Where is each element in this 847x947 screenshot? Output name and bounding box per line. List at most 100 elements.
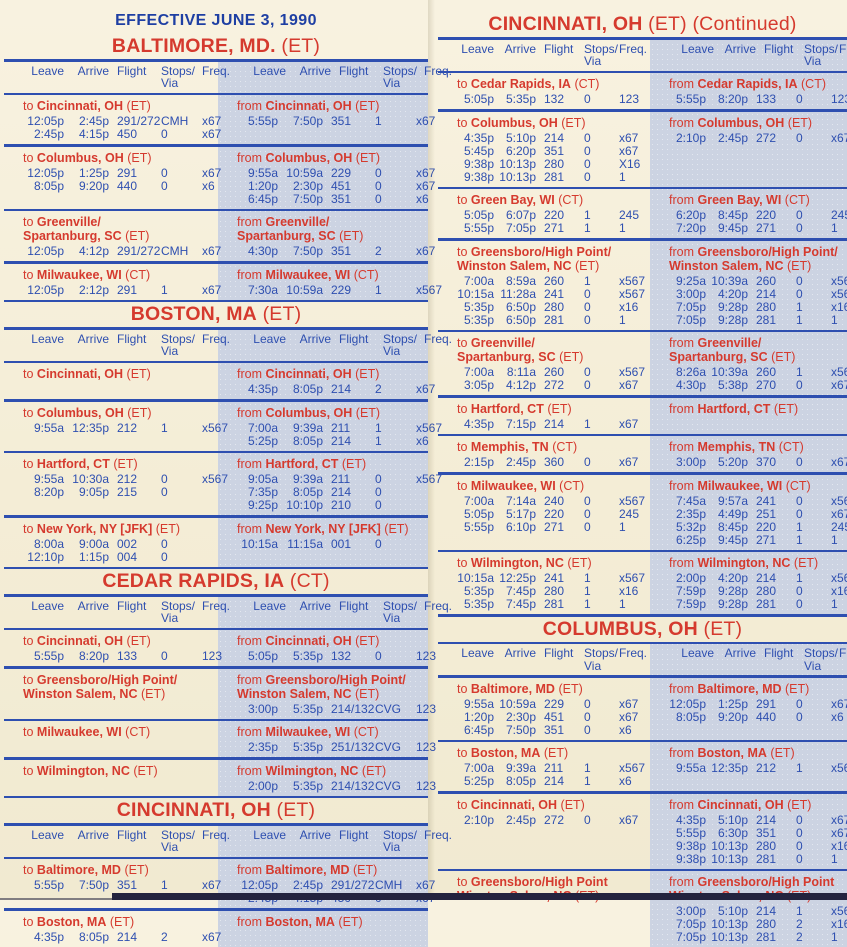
section-timezone: (ET) — [263, 303, 302, 325]
flight-number: 251/132 — [323, 741, 369, 754]
direction-label: to — [23, 99, 33, 113]
route-label: from Cincinnati, OH (ET) — [218, 365, 428, 382]
arrive-time: 4:12p — [64, 245, 109, 258]
flight-number: 281 — [748, 853, 790, 866]
stops-via: 0 — [790, 275, 822, 288]
flight-number: 002 — [109, 538, 155, 551]
header-cell-flight: Flight — [536, 647, 578, 672]
route-city: Cedar Rapids, IA — [471, 77, 571, 91]
route-city: Columbus, OH — [265, 151, 352, 165]
divider-rule — [4, 567, 428, 570]
route-city: Milwaukee, WI — [697, 479, 782, 493]
route-timezone: (ET) — [156, 522, 180, 536]
arrive-time: 7:45p — [494, 598, 536, 611]
stops-via: 0 — [790, 209, 822, 222]
flight-number: 240 — [536, 495, 578, 508]
stops-via: 0 — [578, 366, 610, 379]
direction-label: to — [457, 402, 467, 416]
leave-time: 8:00a — [12, 538, 64, 551]
flight-number: 281 — [536, 171, 578, 184]
header-cell-stops-via: Stops/Via — [578, 647, 610, 672]
arrive-time: 7:50p — [64, 879, 109, 892]
route-timezone: (ET) — [774, 402, 798, 416]
route-to-cell: to Wilmington, NC (ET) — [4, 762, 218, 793]
arrive-time: 2:12p — [64, 284, 109, 297]
direction-label: from — [669, 402, 694, 416]
header-cell-leave: Leave — [234, 333, 286, 358]
frequency: x67 — [822, 508, 847, 521]
header-cell-flight: Flight — [109, 333, 155, 358]
route-city: Baltimore, MD — [471, 682, 555, 696]
frequency: x567 — [610, 288, 650, 301]
frequency: x6 — [193, 180, 218, 193]
header-cell-arrive: Arrive — [64, 333, 109, 358]
arrive-time: 5:10p — [706, 905, 748, 918]
route-label: to Columbus, OH (ET) — [438, 114, 650, 131]
route-timezone: (ET) — [794, 556, 818, 570]
arrive-time: 5:35p — [278, 780, 323, 793]
stops-via: 1 — [790, 301, 822, 314]
stops-via: CVG — [369, 741, 407, 754]
header-cell-flight: Flight — [756, 647, 798, 672]
route-city: Hartford, CT — [697, 402, 770, 416]
route-from-cell: from Milwaukee, WI (CT)7:30a10:59a2291x5… — [218, 266, 428, 297]
route-city: Cedar Rapids, IA — [697, 77, 797, 91]
route-city: Baltimore, MD — [697, 682, 781, 696]
leave-time: 10:15a — [226, 538, 278, 551]
route-label: to Columbus, OH (ET) — [4, 149, 218, 166]
arrive-time: 5:35p — [494, 93, 536, 106]
header-cell-freq: Freq. — [193, 829, 230, 854]
direction-label: to — [23, 522, 33, 536]
leave-time: 5:55p — [658, 827, 706, 840]
route-city: Boston, MA — [471, 746, 540, 760]
route-label: to Cedar Rapids, IA (CT) — [438, 75, 650, 92]
route-label: from Memphis, TN (CT) — [650, 438, 847, 455]
route-timezone: (ET) — [127, 99, 151, 113]
section-title: CINCINNATI, OH (ET) — [4, 798, 428, 823]
route-city: Boston, MA — [37, 915, 106, 929]
header-cell-arrive: Arrive — [286, 829, 331, 854]
stops-label-line2: Via — [584, 55, 610, 68]
frequency: x67 — [822, 379, 847, 392]
frequency: 1 — [822, 534, 847, 547]
arrive-time: 5:35p — [278, 703, 323, 716]
arrive-time: 12:35p — [706, 762, 748, 775]
route-timezone: (ET) — [127, 151, 151, 165]
stops-via: 0 — [155, 128, 193, 141]
stops-via: 0 — [578, 698, 610, 711]
arrive-time: 10:59a — [278, 167, 323, 180]
stops-via: 1 — [578, 775, 610, 788]
header-cell-freq: Freq. — [830, 647, 847, 672]
flight-number: 001 — [323, 538, 369, 551]
stops-via: CMH — [155, 245, 193, 258]
direction-label: from — [669, 193, 694, 207]
arrive-time: 11:28a — [494, 288, 536, 301]
route-city: Cincinnati, OH — [265, 634, 351, 648]
route-timezone: (CT) — [354, 268, 379, 282]
flight-number: 291/272 — [109, 245, 155, 258]
stops-via: 1 — [790, 366, 822, 379]
flight-number: 281 — [748, 598, 790, 611]
route-label: to Baltimore, MD (ET) — [438, 680, 650, 697]
